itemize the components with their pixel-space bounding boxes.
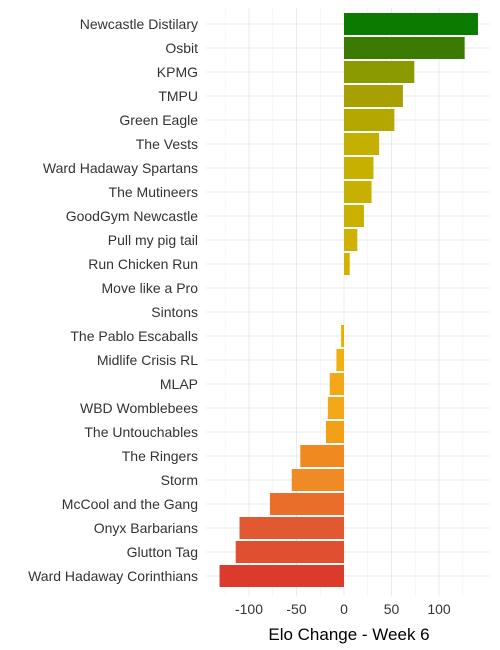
x-tick-label: 0 bbox=[340, 601, 348, 617]
category-label: Onyx Barbarians bbox=[94, 520, 198, 536]
bar bbox=[344, 133, 379, 155]
bar bbox=[300, 445, 344, 467]
category-label: Glutton Tag bbox=[127, 544, 198, 560]
x-tick-label: 50 bbox=[384, 601, 400, 617]
bar bbox=[236, 541, 344, 563]
category-label: Ward Hadaway Corinthians bbox=[28, 568, 198, 584]
category-label: The Pablo Escaballs bbox=[70, 328, 198, 344]
bar bbox=[344, 157, 373, 179]
bar bbox=[328, 397, 344, 419]
category-label: Move like a Pro bbox=[102, 280, 199, 296]
category-label: Run Chicken Run bbox=[88, 256, 198, 272]
category-label: Green Eagle bbox=[119, 112, 198, 128]
bar bbox=[344, 37, 465, 59]
bar bbox=[344, 253, 350, 275]
category-label: The Ringers bbox=[122, 448, 198, 464]
bar bbox=[344, 205, 364, 227]
category-label: Newcastle Distilary bbox=[80, 16, 198, 32]
category-label: MLAP bbox=[160, 376, 198, 392]
x-axis-title: Elo Change - Week 6 bbox=[268, 625, 429, 644]
bar bbox=[344, 109, 394, 131]
category-label: TMPU bbox=[158, 88, 198, 104]
bar bbox=[270, 493, 344, 515]
category-label: The Mutineers bbox=[109, 184, 198, 200]
category-label: Ward Hadaway Spartans bbox=[43, 160, 198, 176]
category-label: GoodGym Newcastle bbox=[66, 208, 198, 224]
bar bbox=[344, 61, 414, 83]
bar bbox=[326, 421, 344, 443]
bar bbox=[220, 565, 344, 587]
category-label: The Untouchables bbox=[84, 424, 198, 440]
category-label: Osbit bbox=[165, 40, 198, 56]
category-label: The Vests bbox=[136, 136, 198, 152]
bar bbox=[292, 469, 344, 491]
category-label: Storm bbox=[161, 472, 198, 488]
bar bbox=[344, 229, 357, 251]
category-label: Midlife Crisis RL bbox=[97, 352, 198, 368]
bar bbox=[336, 349, 344, 371]
x-tick-label: -100 bbox=[235, 601, 263, 617]
category-label: Pull my pig tail bbox=[108, 232, 198, 248]
bar bbox=[344, 85, 403, 107]
x-tick-label: 100 bbox=[427, 601, 451, 617]
x-tick-label: -50 bbox=[286, 601, 306, 617]
category-label: WBD Womblebees bbox=[80, 400, 198, 416]
bar bbox=[341, 325, 344, 347]
bar bbox=[344, 181, 372, 203]
bar bbox=[240, 517, 345, 539]
bar bbox=[330, 373, 344, 395]
category-label: KPMG bbox=[157, 64, 198, 80]
category-label: McCool and the Gang bbox=[62, 496, 198, 512]
bar bbox=[344, 13, 478, 35]
category-label: Sintons bbox=[151, 304, 198, 320]
